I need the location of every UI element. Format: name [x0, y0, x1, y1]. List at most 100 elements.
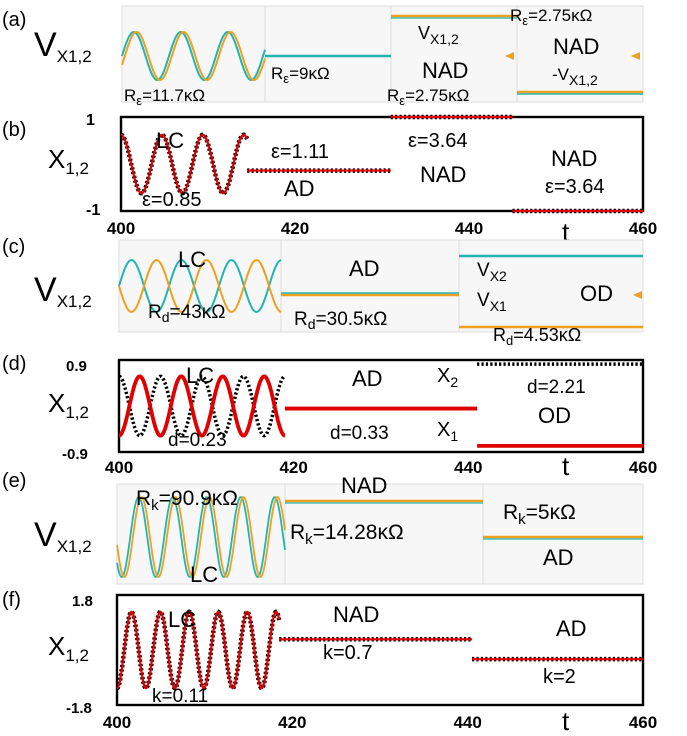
- panel-a-label-Vx12: VX1,2: [418, 23, 459, 47]
- panel-e-ylabel: VX1,2: [34, 516, 92, 556]
- panel-d-xlabel: t: [562, 451, 570, 481]
- panel-d-ylabel: X1,2: [48, 388, 89, 422]
- xtick-label: 460: [629, 713, 657, 732]
- panel-f-label-LC: LC: [168, 607, 196, 632]
- scope-a-frame-4: [516, 5, 644, 103]
- panel-b-xlabel: t: [562, 217, 570, 247]
- panel-b-frame: [119, 115, 645, 213]
- panel-c-label-LC: LC: [178, 247, 206, 272]
- panel-b-ytick-top: 1: [86, 112, 95, 129]
- panel-b-label-eps1: ε=0.85: [142, 189, 202, 211]
- scope-a-trace-orange: [121, 30, 266, 82]
- scope-e-trace-orange: [116, 496, 286, 578]
- panel-d-label-OD: OD: [538, 403, 571, 428]
- panel-letter-e: (e): [2, 470, 26, 492]
- panel-a-label-NAD1: NAD: [422, 58, 468, 83]
- panel-b-ytick-bottom: -1: [86, 202, 100, 219]
- xtick-label: 400: [103, 713, 131, 732]
- panel-b-ylabel: X1,2: [48, 144, 89, 178]
- panel-f-ytick-bottom: -1.8: [66, 700, 92, 717]
- panel-f-plot: 400 420 440 460: [103, 593, 657, 732]
- panel-letter-d: (d): [2, 353, 26, 375]
- panel-letter-a: (a): [2, 9, 26, 31]
- panel-d-label-X2: X2: [437, 365, 458, 390]
- panel-letter-f: (f): [2, 589, 21, 611]
- panel-a-label-R1: Rε=11.7κΩ: [124, 86, 205, 108]
- scope-a-marker-2: [505, 52, 514, 60]
- scope-c-frame-3: [458, 239, 644, 333]
- panel-e-label-Rk2: Rk=14.28κΩ: [290, 521, 404, 548]
- panel-d-xticks: 400 420 440 460: [105, 458, 657, 477]
- panel-c-label-AD: AD: [349, 256, 380, 281]
- panel-e-label-NAD: NAD: [341, 473, 387, 498]
- panel-a-ylabel: VX1,2: [34, 26, 92, 66]
- scope-c-frame-2: [280, 239, 460, 333]
- panel-a-label-R2: Rε=9κΩ: [271, 64, 330, 86]
- scope-e-frame-3: [482, 483, 644, 585]
- panel-d-label-LC: LC: [186, 363, 214, 388]
- panel-letter-c: (c): [2, 236, 25, 258]
- xtick-label: 440: [453, 713, 481, 732]
- panel-letter-b: (b): [2, 119, 26, 141]
- panel-d-label-d2: d=0.33: [330, 423, 389, 444]
- panel-b-xticks: 400 420 440 460: [107, 219, 657, 238]
- panel-a-label-R3: Rε=2.75κΩ: [387, 86, 469, 108]
- panel-d-label-AD: AD: [352, 366, 383, 391]
- panel-a-label-neg-Vx12: -VX1,2: [552, 65, 598, 88]
- panel-e-label-Rk1: Rk=90.9κΩ: [136, 487, 238, 514]
- xtick-label: 400: [105, 458, 133, 477]
- panel-b-label-AD: AD: [284, 176, 315, 201]
- xtick-label: 460: [629, 219, 657, 238]
- panel-a-label-R4: Rε=2.75κΩ: [510, 6, 592, 28]
- panel-c-label-OD: OD: [580, 281, 613, 306]
- panel-c-label-Rd3: Rd=4.53κΩ: [493, 325, 581, 348]
- scope-a-frame-3: [390, 5, 518, 103]
- panel-b-plot: 400 420 440 460: [107, 114, 657, 238]
- panel-b-label-NAD2: NAD: [551, 146, 597, 171]
- panel-a-scope: [121, 5, 644, 103]
- panel-c-label-Vx2: VX2: [477, 260, 507, 284]
- panel-d-label-d1: d=0.23: [168, 430, 227, 451]
- xtick-label: 440: [455, 219, 483, 238]
- xtick-label: 420: [278, 713, 306, 732]
- panel-f-ylabel: X1,2: [48, 631, 89, 665]
- panel-b-series-x2: [120, 115, 643, 213]
- xtick-label: 400: [107, 219, 135, 238]
- panel-e-label-AD: AD: [543, 545, 574, 570]
- panel-b-label-eps3: ε=3.64: [408, 130, 468, 152]
- panel-a-label-NAD2: NAD: [553, 34, 599, 59]
- panel-f-xlabel: t: [562, 706, 570, 736]
- panel-c-label-Rd2: Rd=30.5κΩ: [294, 309, 387, 332]
- xtick-label: 420: [279, 458, 307, 477]
- panel-e-label-LC: LC: [190, 562, 218, 587]
- xtick-label: 460: [629, 458, 657, 477]
- scope-a-trace-teal: [121, 30, 266, 82]
- scope-c-trace-teal: [118, 259, 282, 313]
- panel-e-label-Rk3: Rk=5κΩ: [503, 501, 576, 528]
- panel-d-frame: [117, 358, 645, 454]
- panel-f-ytick-top: 1.8: [72, 593, 93, 610]
- xtick-label: 440: [454, 458, 482, 477]
- panel-d-series-x1: [118, 374, 643, 448]
- panel-f-label-k3: k=2: [543, 666, 576, 688]
- scope-e-trace-teal: [116, 496, 286, 578]
- scope-c-trace-orange: [118, 259, 282, 313]
- panel-f-label-k1: k=0.11: [152, 686, 208, 707]
- panel-b-label-LC: LC: [156, 128, 184, 153]
- scope-c-frame-1: [118, 239, 282, 333]
- panel-c-ylabel: VX1,2: [34, 271, 92, 311]
- panel-d-label-d3: d=2.21: [527, 377, 586, 398]
- scope-a-marker-1: [631, 52, 640, 60]
- scope-c-marker: [633, 291, 642, 299]
- panel-d-label-X1: X1: [437, 419, 458, 444]
- scope-a-frame-2: [264, 5, 392, 103]
- panel-b-label-NAD1: NAD: [420, 162, 466, 187]
- panel-b-label-eps2: ε=1.11: [271, 141, 329, 163]
- panel-c-label-Rd1: Rd=43κΩ: [148, 302, 225, 325]
- panel-c-scope: [118, 239, 644, 333]
- panel-c-label-Vx1: VX1: [477, 290, 507, 314]
- panel-d-plot: 400 420 440 460: [105, 358, 657, 477]
- panel-f-label-NAD: NAD: [333, 602, 379, 627]
- xtick-label: 420: [281, 219, 309, 238]
